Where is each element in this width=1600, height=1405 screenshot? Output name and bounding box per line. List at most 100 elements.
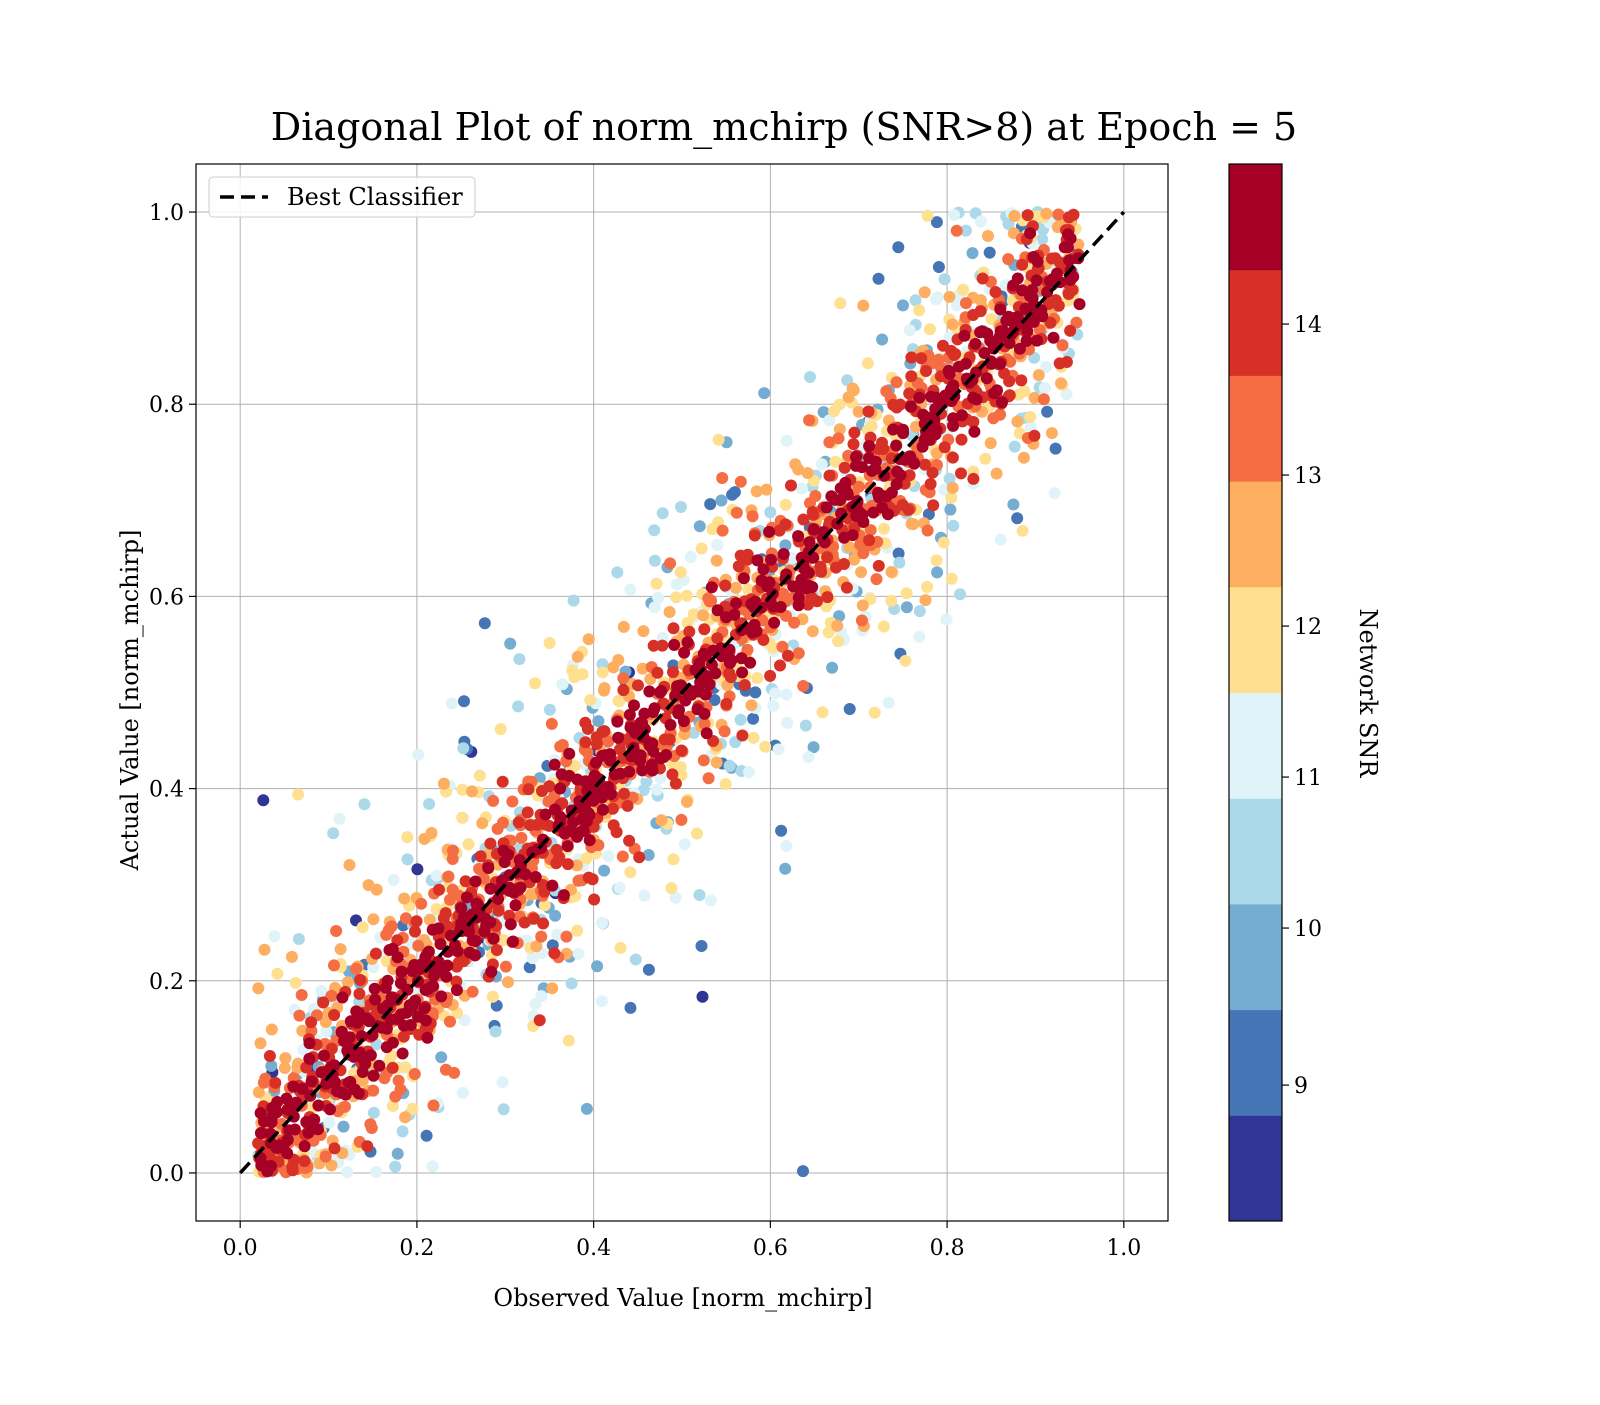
data-point [867,506,880,519]
data-point [839,482,852,495]
data-point [919,458,931,471]
data-point [1060,388,1073,401]
data-point [843,541,856,554]
data-point [698,675,711,688]
data-point [675,813,688,826]
legend: Best Classifier [208,176,476,218]
data-point [1067,208,1080,221]
data-point [1028,391,1041,404]
data-point [512,816,525,829]
data-point [629,953,642,966]
data-point [408,1068,421,1080]
y-tick-label: 0.8 [149,393,184,418]
data-point [872,443,885,455]
data-point [870,573,883,586]
data-point [290,1096,303,1109]
data-point [286,1164,299,1177]
data-point [855,566,868,579]
data-point [1011,272,1024,285]
data-point [710,756,723,769]
data-point [536,785,548,797]
data-point [897,299,909,312]
data-point [367,1084,380,1097]
data-point [732,560,745,573]
y-axis-label: Actual Value [norm_mchirp] [116,530,144,872]
data-point [636,764,649,777]
data-point [829,455,842,468]
data-point [897,423,909,436]
data-point [913,391,926,404]
data-point [1064,324,1077,337]
data-point [399,1111,412,1124]
data-point [680,589,693,602]
data-point [764,669,777,682]
colorbar [1228,163,1283,1222]
data-point [974,215,987,228]
data-point [996,396,1008,409]
data-point [757,563,770,576]
data-point [430,869,443,882]
data-point [379,981,392,994]
data-point [905,351,918,364]
data-point [704,498,717,511]
data-point [892,241,905,254]
data-point [279,1052,292,1065]
data-point [957,283,970,296]
data-point [583,809,596,821]
data-point [327,827,340,840]
data-point [486,990,499,1003]
data-point [613,695,626,708]
data-point [900,601,913,614]
data-point [885,566,898,578]
data-point [487,932,500,945]
y-axis-ticks: 0.0 0.2 0.4 0.6 0.8 1.0 [149,201,196,1187]
data-point [347,1050,360,1063]
data-point [484,882,497,895]
data-point [434,938,447,950]
data-point [458,1014,471,1027]
data-point [775,824,788,837]
data-point [492,893,505,905]
data-point [1056,339,1069,352]
data-point [513,653,526,666]
data-point [509,899,522,912]
data-point [494,723,507,736]
data-point [435,990,448,1003]
data-point [782,649,794,662]
data-point [391,1147,404,1160]
data-point [708,694,721,706]
data-point [480,918,493,931]
data-point [710,554,723,567]
data-point [476,817,489,830]
data-point [271,967,284,980]
data-point [669,777,682,790]
data-point [698,623,711,636]
data-point [833,423,846,436]
colorbar-tick-label: 14 [1294,313,1322,338]
data-point [451,945,464,958]
data-point [947,412,960,425]
data-point [320,1077,333,1090]
data-point [811,595,823,608]
data-point [529,871,542,883]
data-point [335,1086,348,1099]
data-point [846,382,859,395]
data-point [967,391,980,404]
data-point [797,680,810,692]
data-point [736,666,749,679]
data-point [823,436,836,449]
data-point [549,803,561,816]
data-point [730,506,743,519]
data-point [590,756,602,769]
data-point [1063,254,1076,267]
data-point [352,1087,365,1100]
data-point [894,398,907,411]
data-point [618,787,631,800]
data-point [1003,375,1016,388]
data-point [966,247,979,260]
data-point [899,654,912,667]
data-point [681,636,694,649]
x-tick-label: 0.0 [223,1236,258,1261]
data-point [581,722,594,735]
data-point [396,1125,409,1138]
